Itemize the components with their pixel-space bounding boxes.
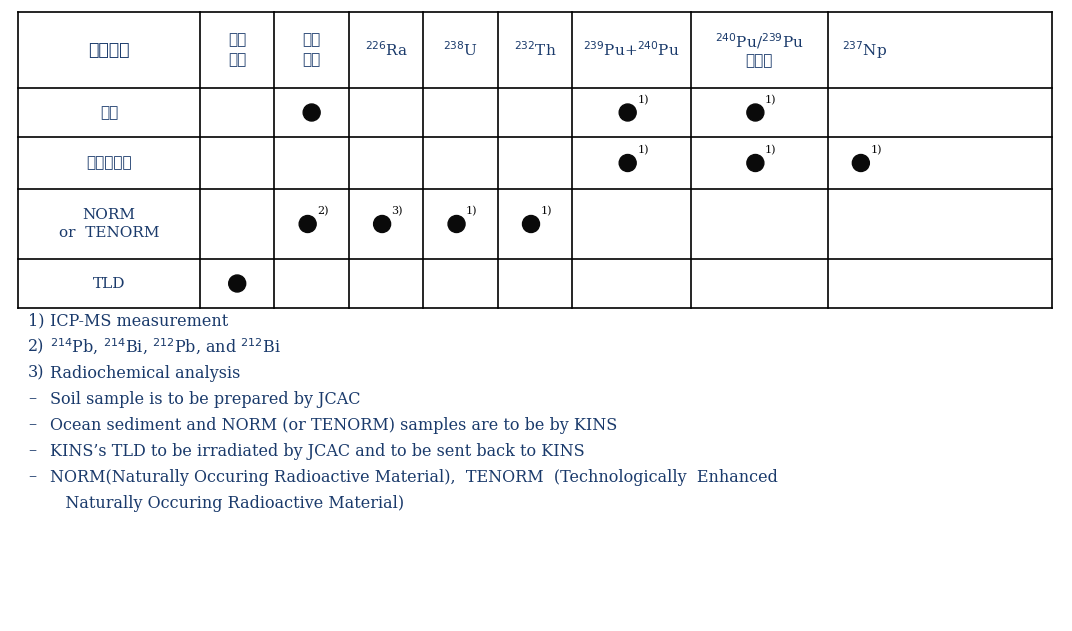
Circle shape <box>852 155 869 172</box>
Text: 감마
핵종: 감마 핵종 <box>302 33 321 68</box>
Text: TLD: TLD <box>93 276 125 290</box>
Text: Naturally Occuring Radioactive Material): Naturally Occuring Radioactive Material) <box>50 495 404 512</box>
Circle shape <box>374 216 390 232</box>
Text: Ocean sediment and NORM (or TENORM) samples are to be by KINS: Ocean sediment and NORM (or TENORM) samp… <box>50 416 617 433</box>
Text: $^{238}$U: $^{238}$U <box>443 40 478 59</box>
Text: 토양: 토양 <box>100 105 118 120</box>
Text: –: – <box>28 468 36 485</box>
Circle shape <box>299 216 316 232</box>
Circle shape <box>448 216 465 232</box>
Text: NORM(Naturally Occuring Radioactive Material),  TENORM  (Technologically  Enhanc: NORM(Naturally Occuring Radioactive Mate… <box>50 468 778 485</box>
Text: $^{214}$Pb, $^{214}$Bi, $^{212}$Pb, and $^{212}$Bi: $^{214}$Pb, $^{214}$Bi, $^{212}$Pb, and … <box>50 337 281 357</box>
Text: $^{226}$Ra: $^{226}$Ra <box>364 40 407 59</box>
Text: 1): 1) <box>637 145 649 155</box>
Circle shape <box>620 104 636 121</box>
Text: NORM
or  TENORM: NORM or TENORM <box>59 208 160 240</box>
Text: ICP-MS measurement: ICP-MS measurement <box>50 312 228 329</box>
Text: $^{239}$Pu+$^{240}$Pu: $^{239}$Pu+$^{240}$Pu <box>583 40 680 59</box>
Circle shape <box>747 104 764 121</box>
Text: –: – <box>28 416 36 433</box>
Text: $^{232}$Th: $^{232}$Th <box>513 40 556 59</box>
Text: 1): 1) <box>765 95 776 105</box>
Text: –: – <box>28 442 36 459</box>
Text: 2): 2) <box>28 338 44 355</box>
Text: 1): 1) <box>466 206 477 216</box>
Text: 3): 3) <box>391 206 403 216</box>
Text: $^{240}$Pu/$^{239}$Pu: $^{240}$Pu/$^{239}$Pu <box>715 31 804 51</box>
Text: 원자비: 원자비 <box>746 54 773 69</box>
Text: Soil sample is to be prepared by JCAC: Soil sample is to be prepared by JCAC <box>50 391 360 408</box>
Text: –: – <box>28 391 36 408</box>
Text: KINS’s TLD to be irradiated by JCAC and to be sent back to KINS: KINS’s TLD to be irradiated by JCAC and … <box>50 442 584 459</box>
Circle shape <box>303 104 321 121</box>
Circle shape <box>522 216 539 232</box>
Text: 1): 1) <box>637 95 649 105</box>
Circle shape <box>620 155 636 172</box>
Text: $^{237}$Np: $^{237}$Np <box>843 39 888 61</box>
Text: 2): 2) <box>317 206 329 216</box>
Text: 1): 1) <box>870 145 882 155</box>
Text: 해저퇴적물: 해저퇴적물 <box>86 155 132 170</box>
Circle shape <box>747 155 764 172</box>
Text: 1): 1) <box>765 145 776 155</box>
Text: 1): 1) <box>28 312 45 329</box>
Circle shape <box>228 275 245 292</box>
Text: Radiochemical analysis: Radiochemical analysis <box>50 365 240 382</box>
Text: 방사
선량: 방사 선량 <box>228 33 247 68</box>
Text: 3): 3) <box>28 365 45 382</box>
Bar <box>18 12 1052 308</box>
Text: 1): 1) <box>540 206 552 216</box>
Text: 대상시료: 대상시료 <box>88 41 130 59</box>
